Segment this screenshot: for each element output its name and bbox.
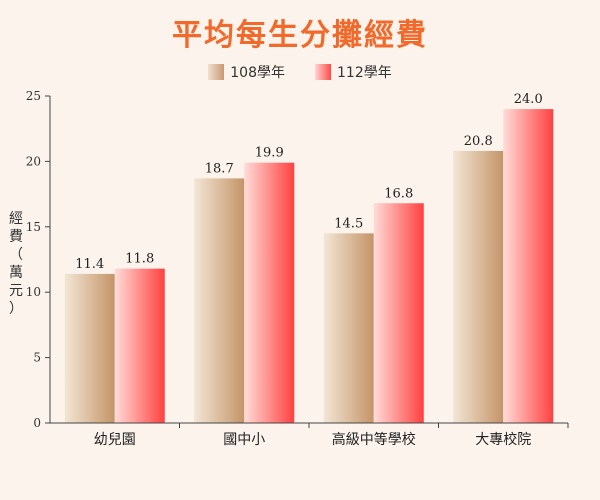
bar — [244, 162, 295, 423]
legend-swatch-108 — [208, 64, 225, 80]
bar — [194, 178, 245, 423]
bar — [114, 268, 165, 423]
legend-label-112: 112學年 — [337, 65, 392, 81]
bar — [64, 273, 115, 423]
chart-title: 平均每生分攤經費 — [172, 18, 428, 53]
y-tick-label: 10 — [26, 285, 41, 299]
bar-value-label: 16.8 — [384, 186, 413, 201]
x-tick-label: 幼兒園 — [94, 432, 136, 448]
y-tick-label: 0 — [33, 416, 41, 430]
bar — [503, 109, 554, 423]
legend-item-112: 112學年 — [315, 62, 392, 82]
legend-label-108: 108學年 — [230, 65, 285, 81]
bar — [373, 203, 424, 423]
y-axis-label-char: 費 — [9, 229, 23, 245]
y-tick-label: 15 — [26, 220, 41, 234]
y-axis-label: 經費 （ 萬元 ） — [6, 210, 26, 318]
bar — [453, 150, 504, 423]
y-tick-label: 20 — [26, 154, 41, 168]
bar-value-label: 19.9 — [255, 146, 284, 161]
bar-value-label: 11.4 — [75, 257, 104, 272]
bar-value-label: 18.7 — [205, 161, 234, 176]
y-tick-label: 25 — [26, 89, 41, 103]
y-axis-label-char: ） — [9, 301, 23, 317]
legend-item-108: 108學年 — [208, 62, 285, 82]
bar-value-label: 20.8 — [464, 134, 493, 149]
y-axis-label-char: （ — [9, 247, 23, 263]
y-axis-label-char: 萬 — [9, 265, 23, 281]
y-axis-label-char: 經 — [9, 211, 23, 227]
x-tick-label: 國中小 — [223, 432, 265, 448]
legend: 108學年 112學年 — [0, 62, 600, 82]
y-axis-label-char: 元 — [9, 283, 23, 299]
x-tick-label: 高級中等學校 — [332, 431, 416, 448]
y-tick-label: 5 — [33, 351, 41, 365]
x-tick-label: 大專校院 — [475, 431, 531, 448]
bar-value-label: 14.5 — [334, 216, 363, 231]
legend-swatch-112 — [315, 64, 331, 80]
bar-value-label: 24.0 — [514, 92, 543, 107]
bar — [323, 233, 374, 423]
bar-value-label: 11.8 — [125, 252, 154, 267]
